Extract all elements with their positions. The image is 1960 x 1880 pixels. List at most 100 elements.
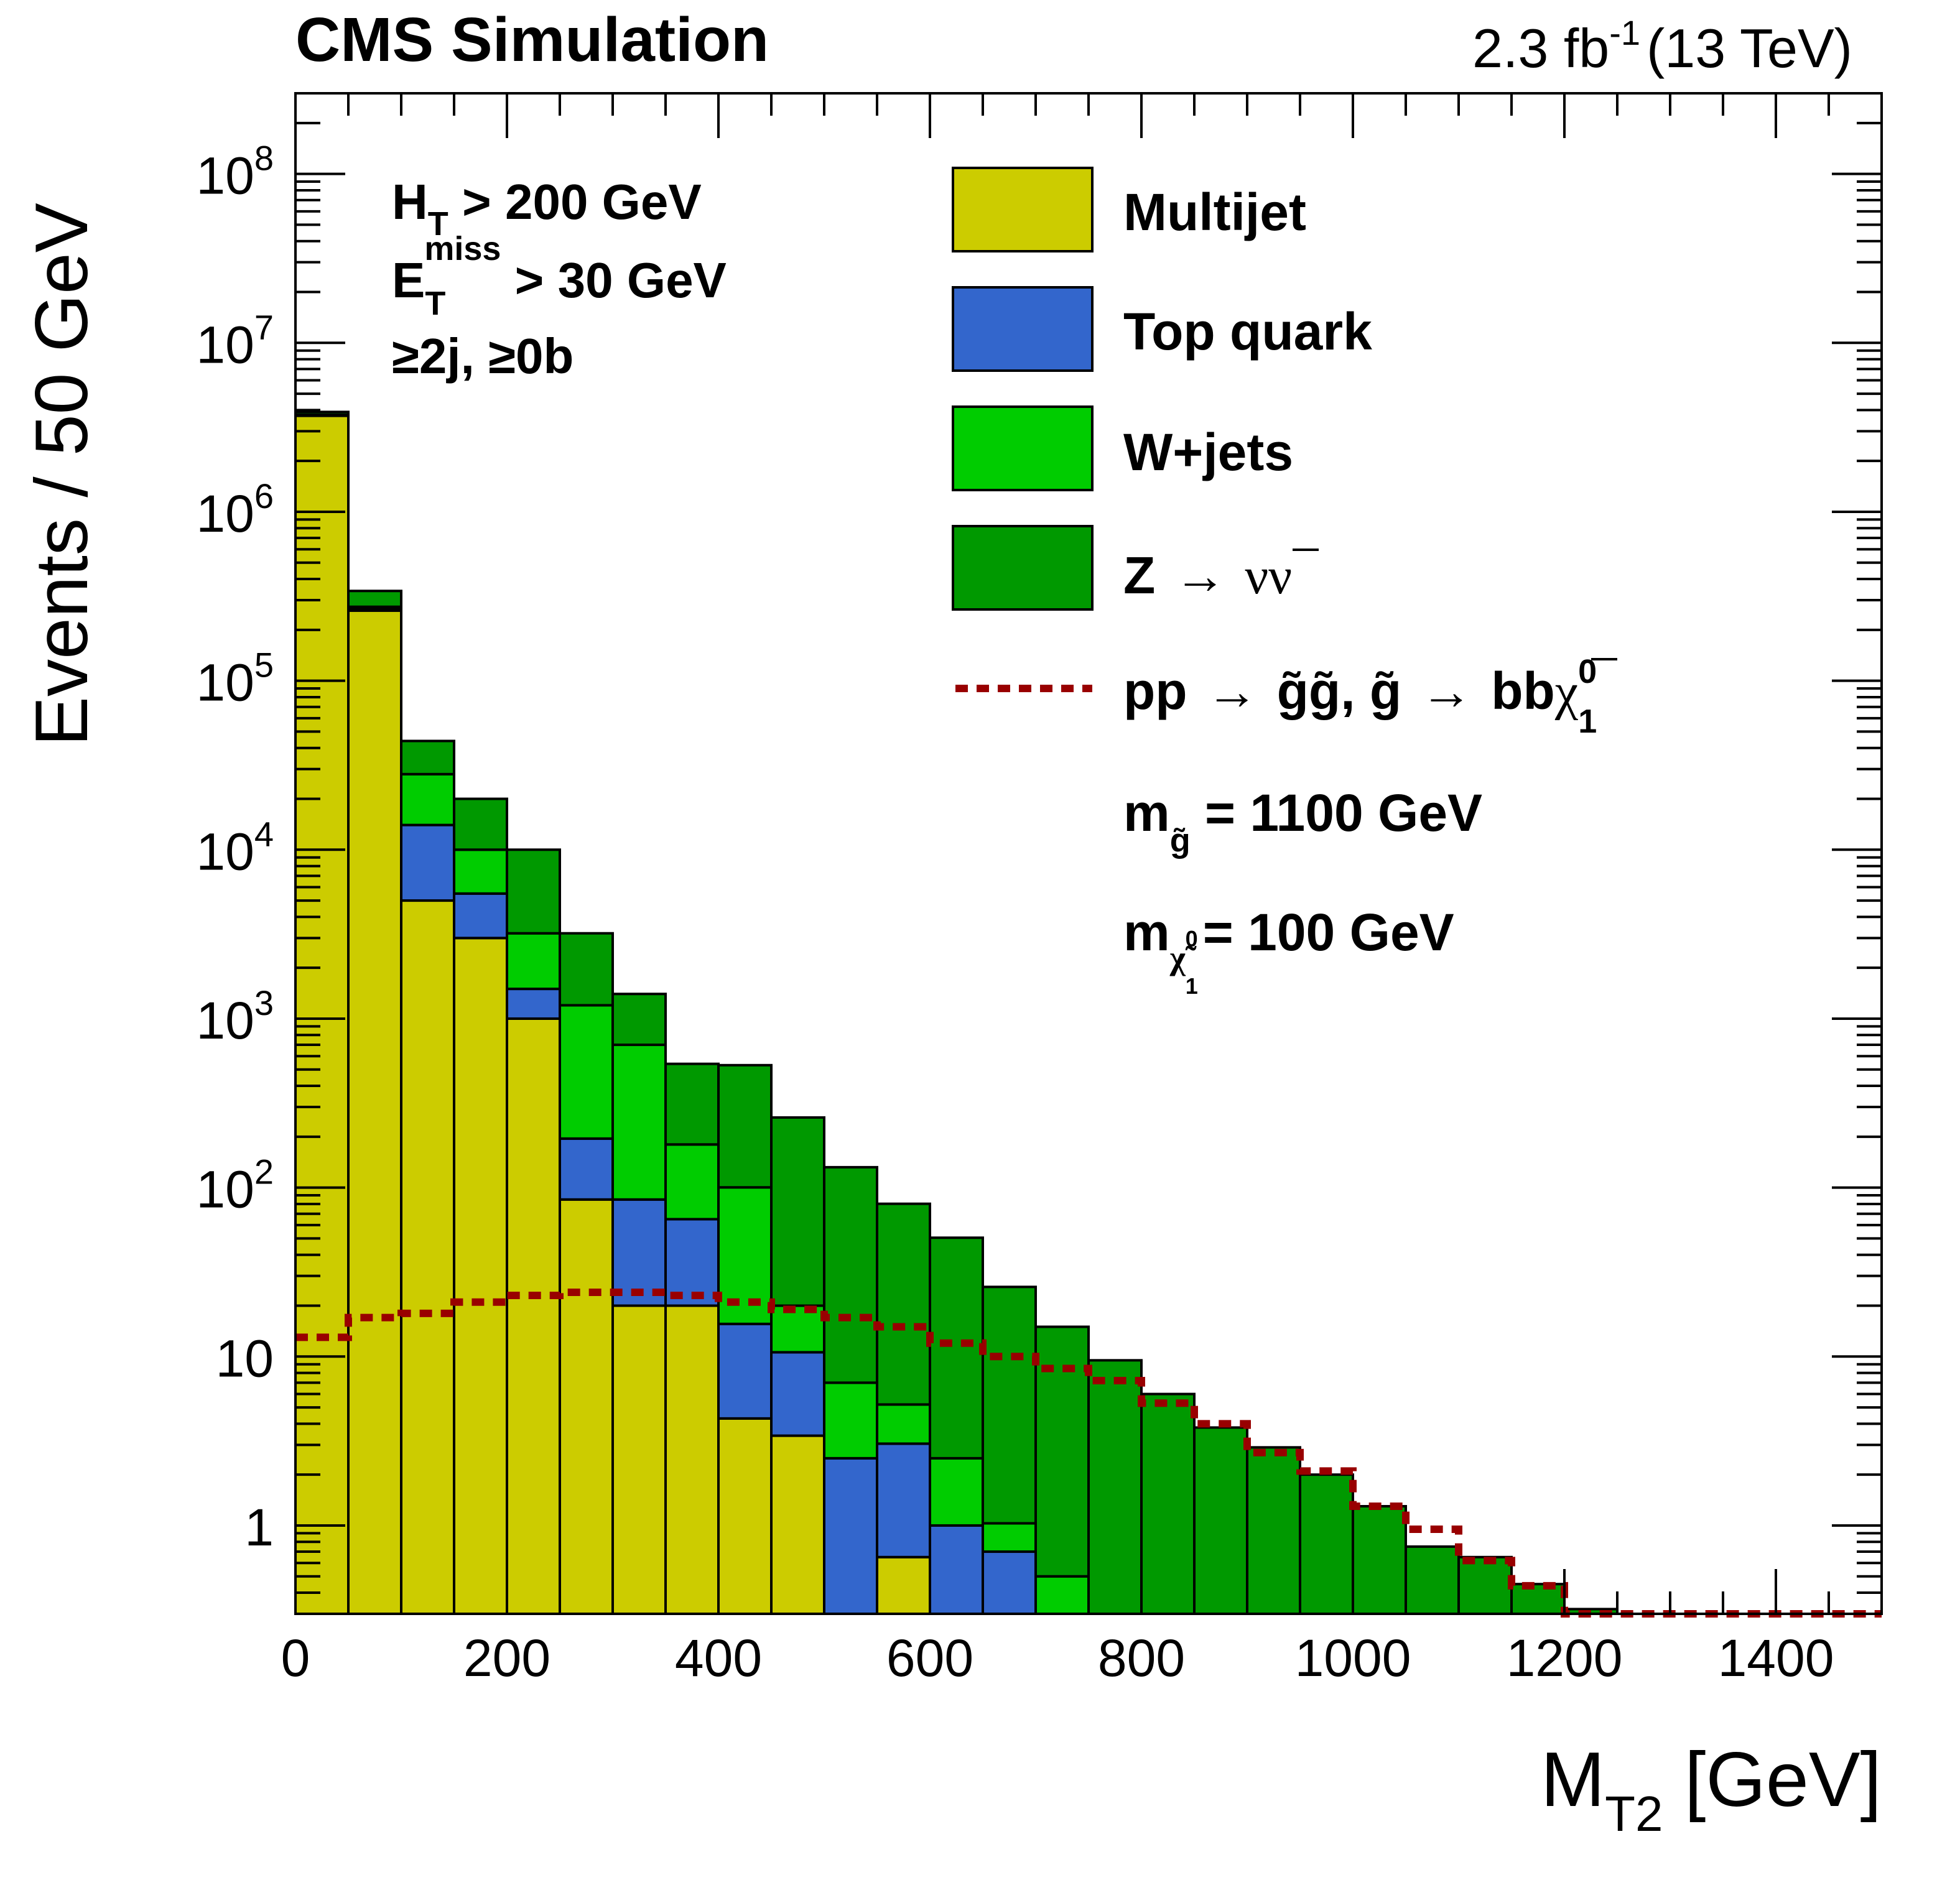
bar-multijet bbox=[400, 899, 455, 1615]
bar-znunu bbox=[453, 797, 508, 851]
x-tick-label: 200 bbox=[463, 1629, 550, 1687]
bar-top bbox=[717, 1322, 773, 1420]
bar-top bbox=[453, 892, 508, 940]
bar-top bbox=[506, 988, 561, 1020]
y-tick-label: 106 bbox=[196, 476, 274, 543]
bar-wjets bbox=[717, 1186, 773, 1325]
stacked-histogram bbox=[294, 410, 1619, 1616]
bar-multijet bbox=[506, 1017, 561, 1615]
bar-znunu bbox=[1193, 1426, 1248, 1615]
tick-labels: 0 200 400 600 800 1000 1200 1400 1 10 102 103 104 105… bbox=[196, 139, 1834, 1687]
bar-znunu bbox=[1140, 1392, 1196, 1615]
bar-znunu bbox=[1299, 1473, 1354, 1615]
bar-znunu bbox=[982, 1285, 1037, 1525]
legend-swatch-znunu bbox=[952, 525, 1094, 611]
legend-label-signal: pp → g̃g̃, g̃ → bbχ0 1 bbox=[1123, 653, 1597, 740]
bar-znunu bbox=[823, 1165, 878, 1384]
experiment-label: CMS Simulation bbox=[295, 5, 769, 75]
bar-wjets bbox=[876, 1403, 931, 1445]
bar-multijet bbox=[664, 1304, 720, 1616]
legend-label-znunu: Z → νν bbox=[1123, 546, 1292, 605]
bar-wjets bbox=[664, 1143, 720, 1221]
y-tick-label: 102 bbox=[196, 1152, 274, 1219]
y-tick-label: 107 bbox=[196, 307, 274, 374]
bar-multijet bbox=[453, 937, 508, 1615]
bar-top bbox=[400, 823, 455, 902]
bar-multijet bbox=[294, 414, 350, 1615]
x-tick-label: 400 bbox=[675, 1629, 762, 1687]
bar-wjets bbox=[559, 1004, 614, 1140]
x-tick-label: 800 bbox=[1098, 1629, 1185, 1687]
bar-multijet bbox=[717, 1417, 773, 1616]
x-axis-title: MT2 [GeV] bbox=[1541, 1737, 1882, 1841]
ht-cut: HT > 200 GeV bbox=[392, 174, 702, 243]
bar-znunu bbox=[717, 1063, 773, 1189]
bar-znunu bbox=[1510, 1583, 1566, 1615]
x-tick-label: 0 bbox=[281, 1629, 310, 1687]
legend-mass-neutralino: mχ̃0 1= 100 GeV bbox=[1123, 903, 1454, 999]
bar-wjets bbox=[453, 848, 508, 895]
legend-mass-gluino: mg̃ = 1100 GeV bbox=[1123, 784, 1482, 859]
met-cut: ETmiss > 30 GeV bbox=[392, 230, 727, 322]
bar-znunu bbox=[1034, 1325, 1090, 1578]
legend: Multijet Top quark W+jets Z → νν pp → g̃g̃, … bbox=[952, 167, 1617, 999]
bar-multijet bbox=[559, 1198, 614, 1615]
legend-swatch-wjets bbox=[952, 405, 1094, 491]
lumi-label: 2.3 fb-1 (13 TeV) bbox=[1472, 13, 1852, 79]
y-tick-label: 1 bbox=[244, 1498, 274, 1557]
bar-znunu bbox=[770, 1116, 825, 1307]
bar-znunu bbox=[929, 1236, 984, 1460]
bar-znunu bbox=[664, 1062, 720, 1146]
bar-top bbox=[823, 1456, 878, 1615]
y-tick-label: 103 bbox=[196, 983, 274, 1050]
bar-top bbox=[982, 1550, 1037, 1615]
y-tick-label: 104 bbox=[196, 814, 274, 881]
legend-label-top: Top quark bbox=[1123, 302, 1372, 361]
bar-multijet bbox=[611, 1304, 667, 1616]
bar-znunu bbox=[400, 739, 455, 776]
signal-line bbox=[295, 1288, 1882, 1618]
bar-znunu bbox=[1457, 1555, 1513, 1615]
bar-znunu bbox=[294, 410, 350, 416]
bar-znunu bbox=[611, 993, 667, 1047]
bar-znunu bbox=[1246, 1446, 1301, 1616]
signal-curve bbox=[295, 1288, 1882, 1618]
bar-multijet bbox=[770, 1434, 825, 1615]
y-tick-label: 105 bbox=[196, 646, 274, 712]
x-tick-label: 1000 bbox=[1295, 1629, 1411, 1687]
bar-top bbox=[611, 1198, 667, 1307]
jet-cut: ≥2j, ≥0b bbox=[392, 328, 574, 384]
axis-ticks bbox=[294, 92, 1883, 1615]
x-tick-label: 1400 bbox=[1718, 1629, 1834, 1687]
legend-swatch-multijet bbox=[952, 167, 1094, 252]
bar-wjets bbox=[823, 1381, 878, 1460]
bar-wjets bbox=[611, 1044, 667, 1201]
bar-multijet bbox=[347, 609, 402, 1615]
bar-znunu bbox=[506, 848, 561, 935]
bar-wjets bbox=[506, 932, 561, 991]
y-axis-title: Events / 50 GeV bbox=[20, 203, 103, 746]
bar-wjets bbox=[1034, 1575, 1090, 1616]
bar-wjets bbox=[929, 1456, 984, 1527]
bar-znunu bbox=[1087, 1359, 1143, 1616]
bar-top bbox=[876, 1442, 931, 1558]
legend-swatch-top bbox=[952, 286, 1094, 372]
bar-top bbox=[770, 1351, 825, 1437]
legend-label-multijet: Multijet bbox=[1123, 183, 1306, 241]
y-tick-label: 10 bbox=[216, 1329, 274, 1387]
bar-znunu bbox=[876, 1202, 931, 1406]
x-tick-label: 1200 bbox=[1507, 1629, 1623, 1687]
bar-znunu bbox=[1405, 1545, 1460, 1616]
bar-top bbox=[664, 1218, 720, 1307]
bar-wjets bbox=[400, 772, 455, 827]
legend-label-wjets: W+jets bbox=[1123, 423, 1293, 481]
bar-top bbox=[929, 1524, 984, 1615]
bar-top bbox=[559, 1137, 614, 1201]
bar-multijet bbox=[876, 1555, 931, 1615]
bar-znunu bbox=[559, 932, 614, 1007]
x-tick-label: 600 bbox=[886, 1629, 973, 1687]
bar-wjets bbox=[982, 1522, 1037, 1554]
bar-znunu bbox=[1352, 1504, 1407, 1615]
bar-znunu bbox=[347, 590, 402, 608]
